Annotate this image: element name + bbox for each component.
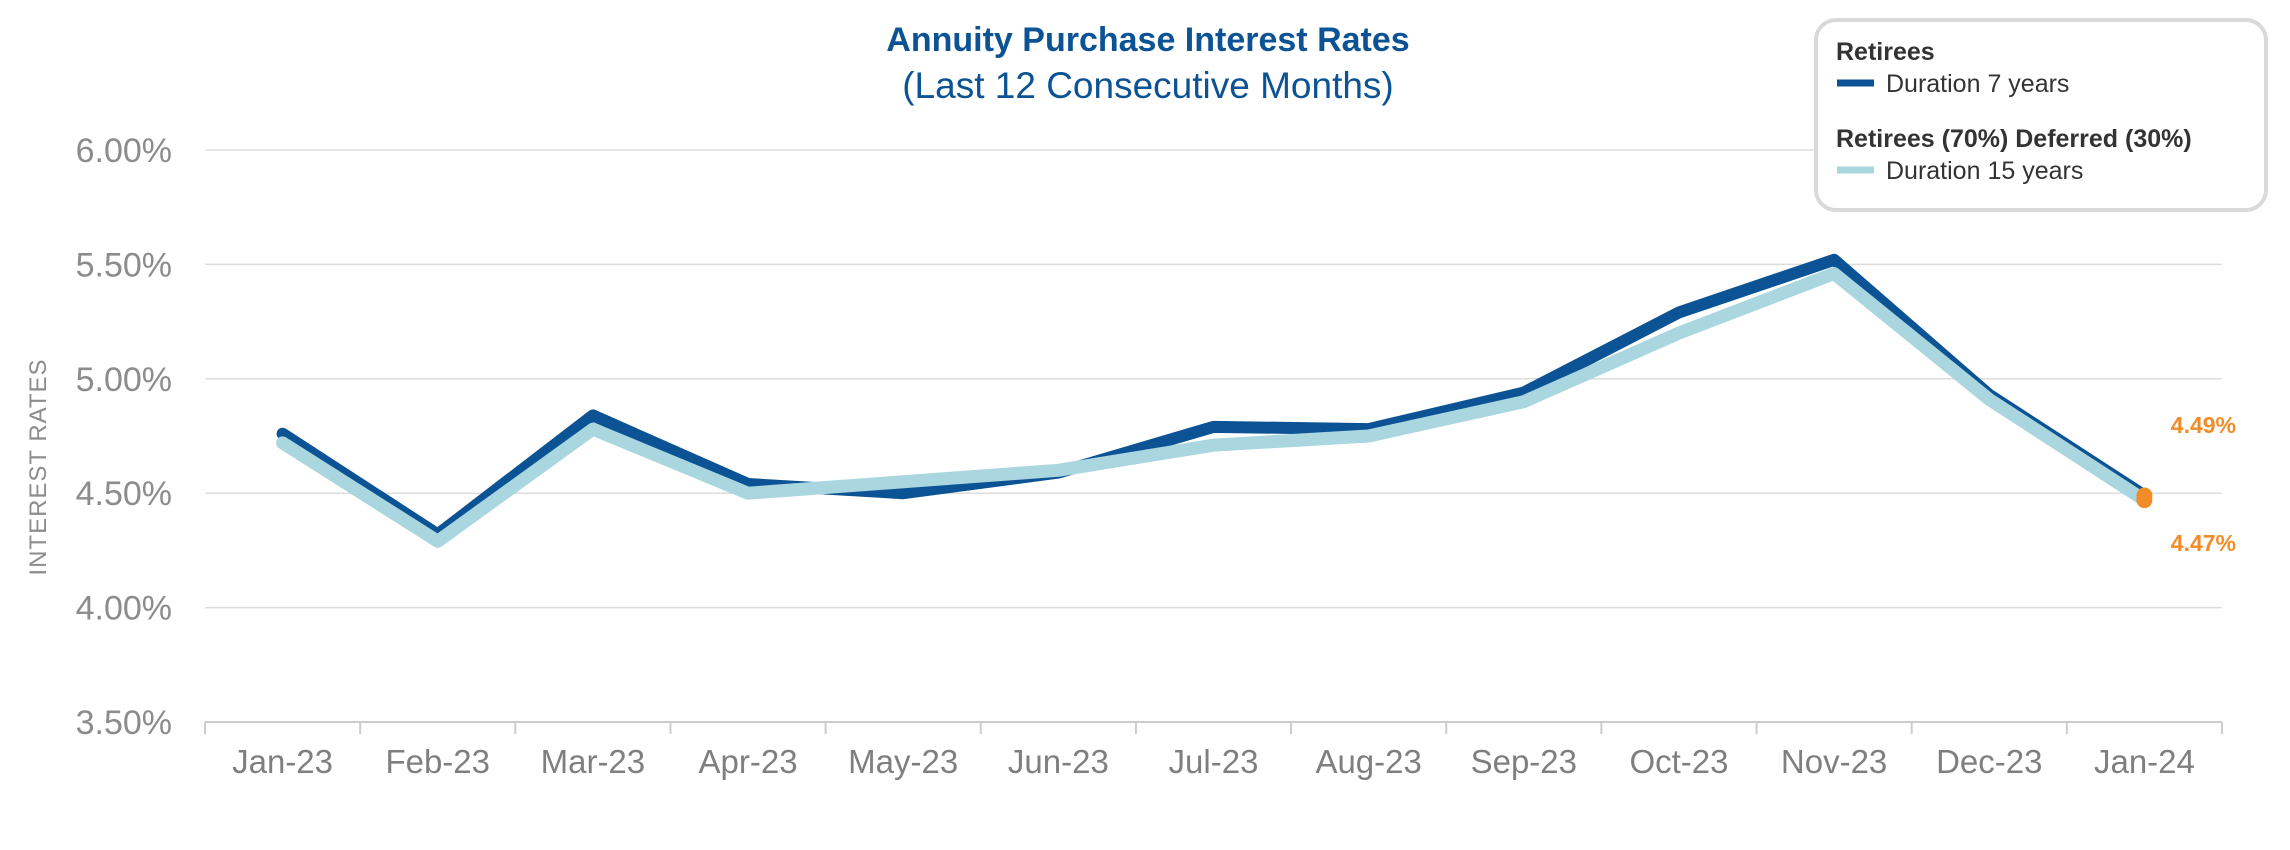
x-tick-label: Apr-23 bbox=[699, 743, 798, 780]
x-tick-label: Jul-23 bbox=[1169, 743, 1259, 780]
series-line-retirees bbox=[276, 253, 2151, 541]
legend-box bbox=[1814, 18, 2268, 212]
series-lines bbox=[276, 253, 2151, 548]
legend-group-retirees: Retirees bbox=[1836, 38, 1935, 66]
x-axis: Jan-23 Feb-23 Mar-23 Apr-23 May-23 Jun-23 Jul-… bbox=[204, 721, 2223, 780]
y-tick-label: 4.50% bbox=[76, 475, 172, 513]
x-tick-label: Oct-23 bbox=[1629, 743, 1728, 780]
x-tick-label: Jan-23 bbox=[232, 743, 333, 780]
y-tick-labels: 6.00% 5.50% 5.00% 4.50% 4.00% 3.50% bbox=[76, 132, 172, 742]
series-line-retirees-deferred bbox=[276, 267, 2151, 548]
legend: Retirees Duration 7 years Retirees (70%)… bbox=[1814, 18, 2268, 212]
y-axis-label: INTEREST RATES bbox=[25, 358, 52, 575]
y-tick-label: 6.00% bbox=[76, 132, 172, 170]
x-tick-label: Dec-23 bbox=[1936, 743, 2042, 780]
y-tick-label: 5.50% bbox=[76, 246, 172, 284]
legend-group-retirees-deferred: Retirees (70%) Deferred (30%) bbox=[1836, 125, 2192, 153]
end-markers bbox=[2136, 487, 2153, 509]
end-label-retirees-deferred: 4.47% bbox=[2171, 530, 2236, 556]
x-tick-label: Jun-23 bbox=[1008, 743, 1109, 780]
chart-subtitle: (Last 12 Consecutive Months) bbox=[902, 65, 1394, 106]
x-tick-label: Sep-23 bbox=[1471, 743, 1577, 780]
legend-label-retirees-deferred: Duration 15 years bbox=[1886, 157, 2083, 185]
y-tick-label: 4.00% bbox=[76, 590, 172, 628]
end-marker-retirees-deferred bbox=[2136, 492, 2153, 509]
end-label-retirees: 4.49% bbox=[2171, 412, 2236, 438]
x-tick-label: Aug-23 bbox=[1315, 743, 1421, 780]
x-tick-label: Mar-23 bbox=[541, 743, 646, 780]
chart-title: Annuity Purchase Interest Rates bbox=[886, 21, 1409, 59]
y-tick-label: 5.00% bbox=[76, 361, 172, 399]
x-tick-label: May-23 bbox=[848, 743, 958, 780]
x-tick-label: Feb-23 bbox=[385, 743, 490, 780]
gridlines bbox=[205, 149, 2222, 609]
x-tick-label: Nov-23 bbox=[1781, 743, 1887, 780]
x-tick-label: Jan-24 bbox=[2094, 743, 2195, 780]
legend-label-retirees: Duration 7 years bbox=[1886, 70, 2069, 98]
y-tick-label: 3.50% bbox=[76, 704, 172, 742]
